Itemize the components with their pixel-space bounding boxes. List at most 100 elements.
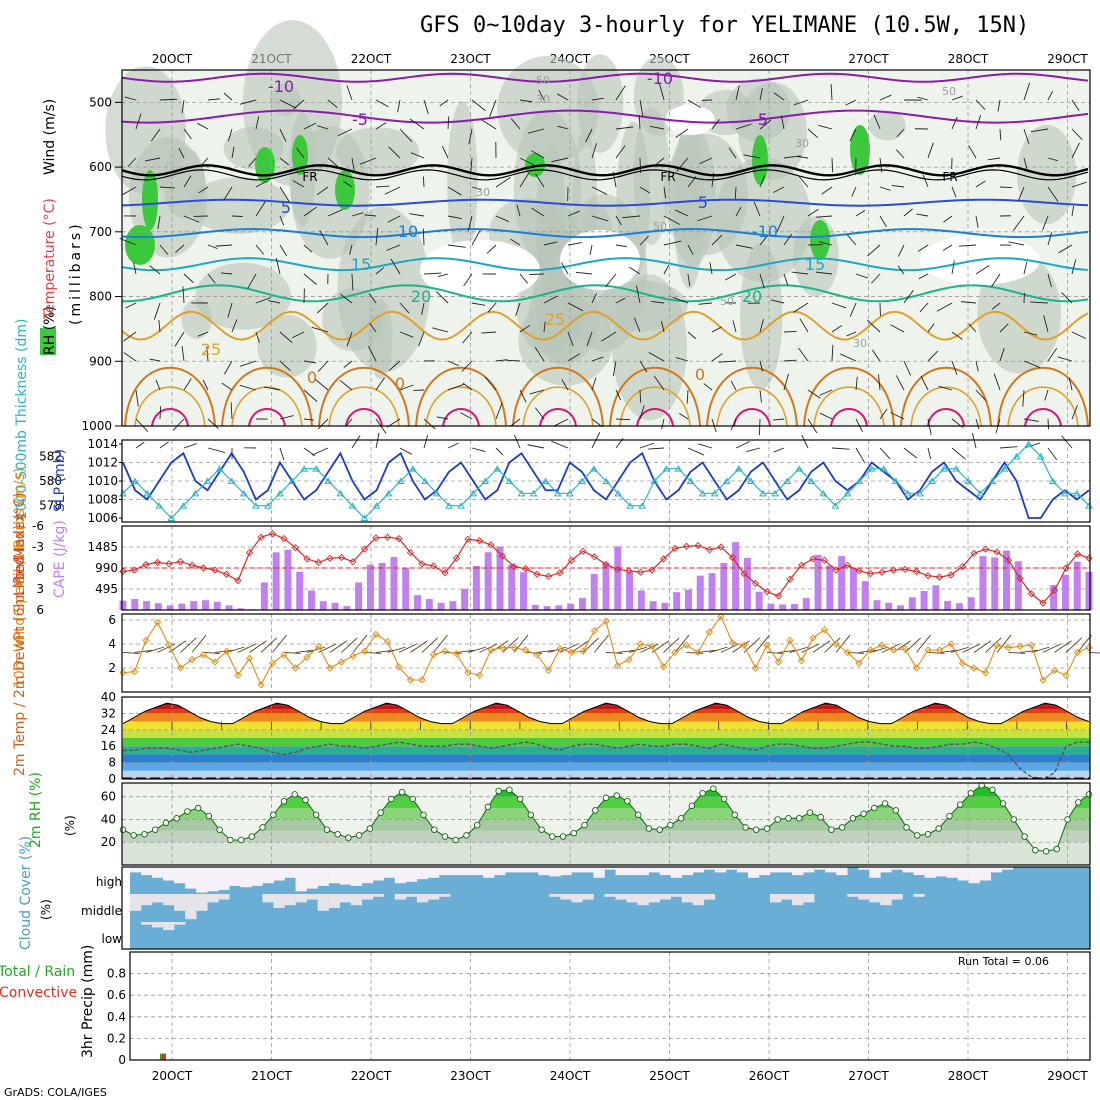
wind-barb	[903, 208, 913, 217]
wind-barb	[207, 273, 216, 284]
isotherm-25	[121, 310, 1089, 341]
wind-barb	[399, 384, 414, 391]
cloud-high-bar	[747, 867, 760, 878]
wind-barb	[200, 157, 209, 167]
tick-label: 1000	[81, 419, 112, 433]
wind-barb-10m	[720, 643, 740, 653]
wind-barb	[660, 321, 665, 333]
wind-barb	[1023, 418, 1039, 422]
wind-barb	[951, 116, 958, 130]
wind-barb	[279, 360, 291, 372]
wind-barb	[709, 262, 713, 275]
thickness-point	[1060, 489, 1069, 497]
wind-barb	[255, 180, 268, 188]
wind-speed-point	[153, 618, 162, 627]
wind-barb	[535, 407, 545, 420]
wind-barb	[871, 273, 881, 284]
cloud-high-bar	[163, 867, 175, 881]
rh-contour-label: 30	[795, 137, 809, 150]
thickness-point	[928, 477, 936, 484]
cloud-high-bar	[284, 867, 296, 878]
wind-barb	[855, 209, 866, 217]
wind-barb	[447, 186, 462, 196]
wind-barb	[159, 244, 169, 255]
wind-barb	[489, 99, 497, 117]
isotherm-35-arch	[716, 386, 788, 427]
rh-2m-point	[323, 826, 331, 833]
cloud-middle-bar	[582, 894, 594, 900]
wind-barb	[759, 389, 762, 403]
wind-barb-10m	[295, 649, 314, 653]
rh-2m-point	[1042, 848, 1050, 855]
wind-barb	[818, 124, 833, 130]
wind-barb	[471, 447, 486, 453]
wind-barb	[927, 447, 932, 460]
wind-barb	[436, 416, 449, 420]
wind-barb	[125, 302, 137, 309]
lifted-index-point	[763, 588, 771, 596]
cape-bar	[920, 590, 928, 610]
wind-barb	[999, 323, 1009, 333]
thickness-point	[493, 465, 502, 472]
rh-shade-dry	[420, 240, 540, 300]
li-tick-label: 6	[36, 603, 44, 617]
wind-barb	[327, 99, 338, 108]
wind-barb	[337, 128, 353, 137]
wind-barb	[951, 95, 963, 101]
wind-speed-point	[993, 641, 1001, 649]
wind-barb	[622, 215, 641, 219]
thickness-point	[674, 465, 683, 472]
rh-label: RH (%)	[42, 306, 58, 355]
wind-barb	[567, 210, 580, 217]
wind-barb	[375, 122, 387, 130]
wind-barb	[896, 149, 905, 159]
cloud-high-bar	[251, 867, 263, 886]
li-tick-label: -3	[32, 540, 44, 554]
wind-barb	[178, 148, 185, 159]
cape-bar	[402, 567, 410, 610]
wind-barb	[831, 344, 834, 362]
rh-2m-point	[946, 812, 953, 820]
wind-barb	[375, 185, 390, 188]
wind-barb	[615, 85, 626, 101]
wind-barb-10m	[479, 643, 498, 653]
isotherm-label: 20	[411, 287, 431, 306]
wind-barb	[127, 157, 137, 168]
cape-bar	[119, 600, 127, 610]
isotherm-label: 5	[698, 193, 708, 212]
wind-barb	[793, 99, 809, 106]
cape-bar	[143, 601, 151, 610]
wind-speed-point	[257, 681, 265, 689]
cloud-high-bar	[416, 867, 429, 880]
rh-2m-point	[677, 815, 685, 822]
wind-barb	[239, 384, 257, 391]
cloud-middle-bar	[880, 894, 892, 906]
cape-bar	[225, 605, 233, 610]
wind-speed-point	[659, 663, 668, 671]
isotherm-label: -5	[352, 110, 368, 129]
wind-speed-point	[130, 667, 139, 676]
lifted-index-point	[303, 555, 311, 563]
wind-barb	[159, 186, 175, 189]
cloud-high-bar	[648, 867, 660, 873]
wind-barb	[543, 295, 558, 304]
lifted-index-point	[924, 572, 932, 580]
rh-2m-point	[1075, 799, 1082, 806]
isotherm-label: 20	[742, 287, 762, 306]
cloud-high-bar	[792, 867, 804, 876]
wind-barb	[135, 389, 139, 407]
lifted-index-point	[395, 534, 403, 543]
cape-bar	[201, 600, 209, 610]
cape-tick-label: 495	[95, 582, 118, 596]
temp-tick-label: 32	[101, 706, 116, 720]
cloud-unit-label: (%)	[39, 899, 53, 920]
lifted-index-point	[383, 533, 392, 541]
rh-contour-label: 30	[536, 93, 550, 106]
cloud-high-bar	[229, 867, 241, 886]
wind-speed-point	[648, 642, 656, 651]
wind-barb-10m	[410, 640, 428, 653]
wind-barb	[510, 118, 521, 130]
wind-barb	[1023, 261, 1028, 275]
cape-bar	[307, 590, 315, 610]
wind-barb	[279, 447, 285, 461]
